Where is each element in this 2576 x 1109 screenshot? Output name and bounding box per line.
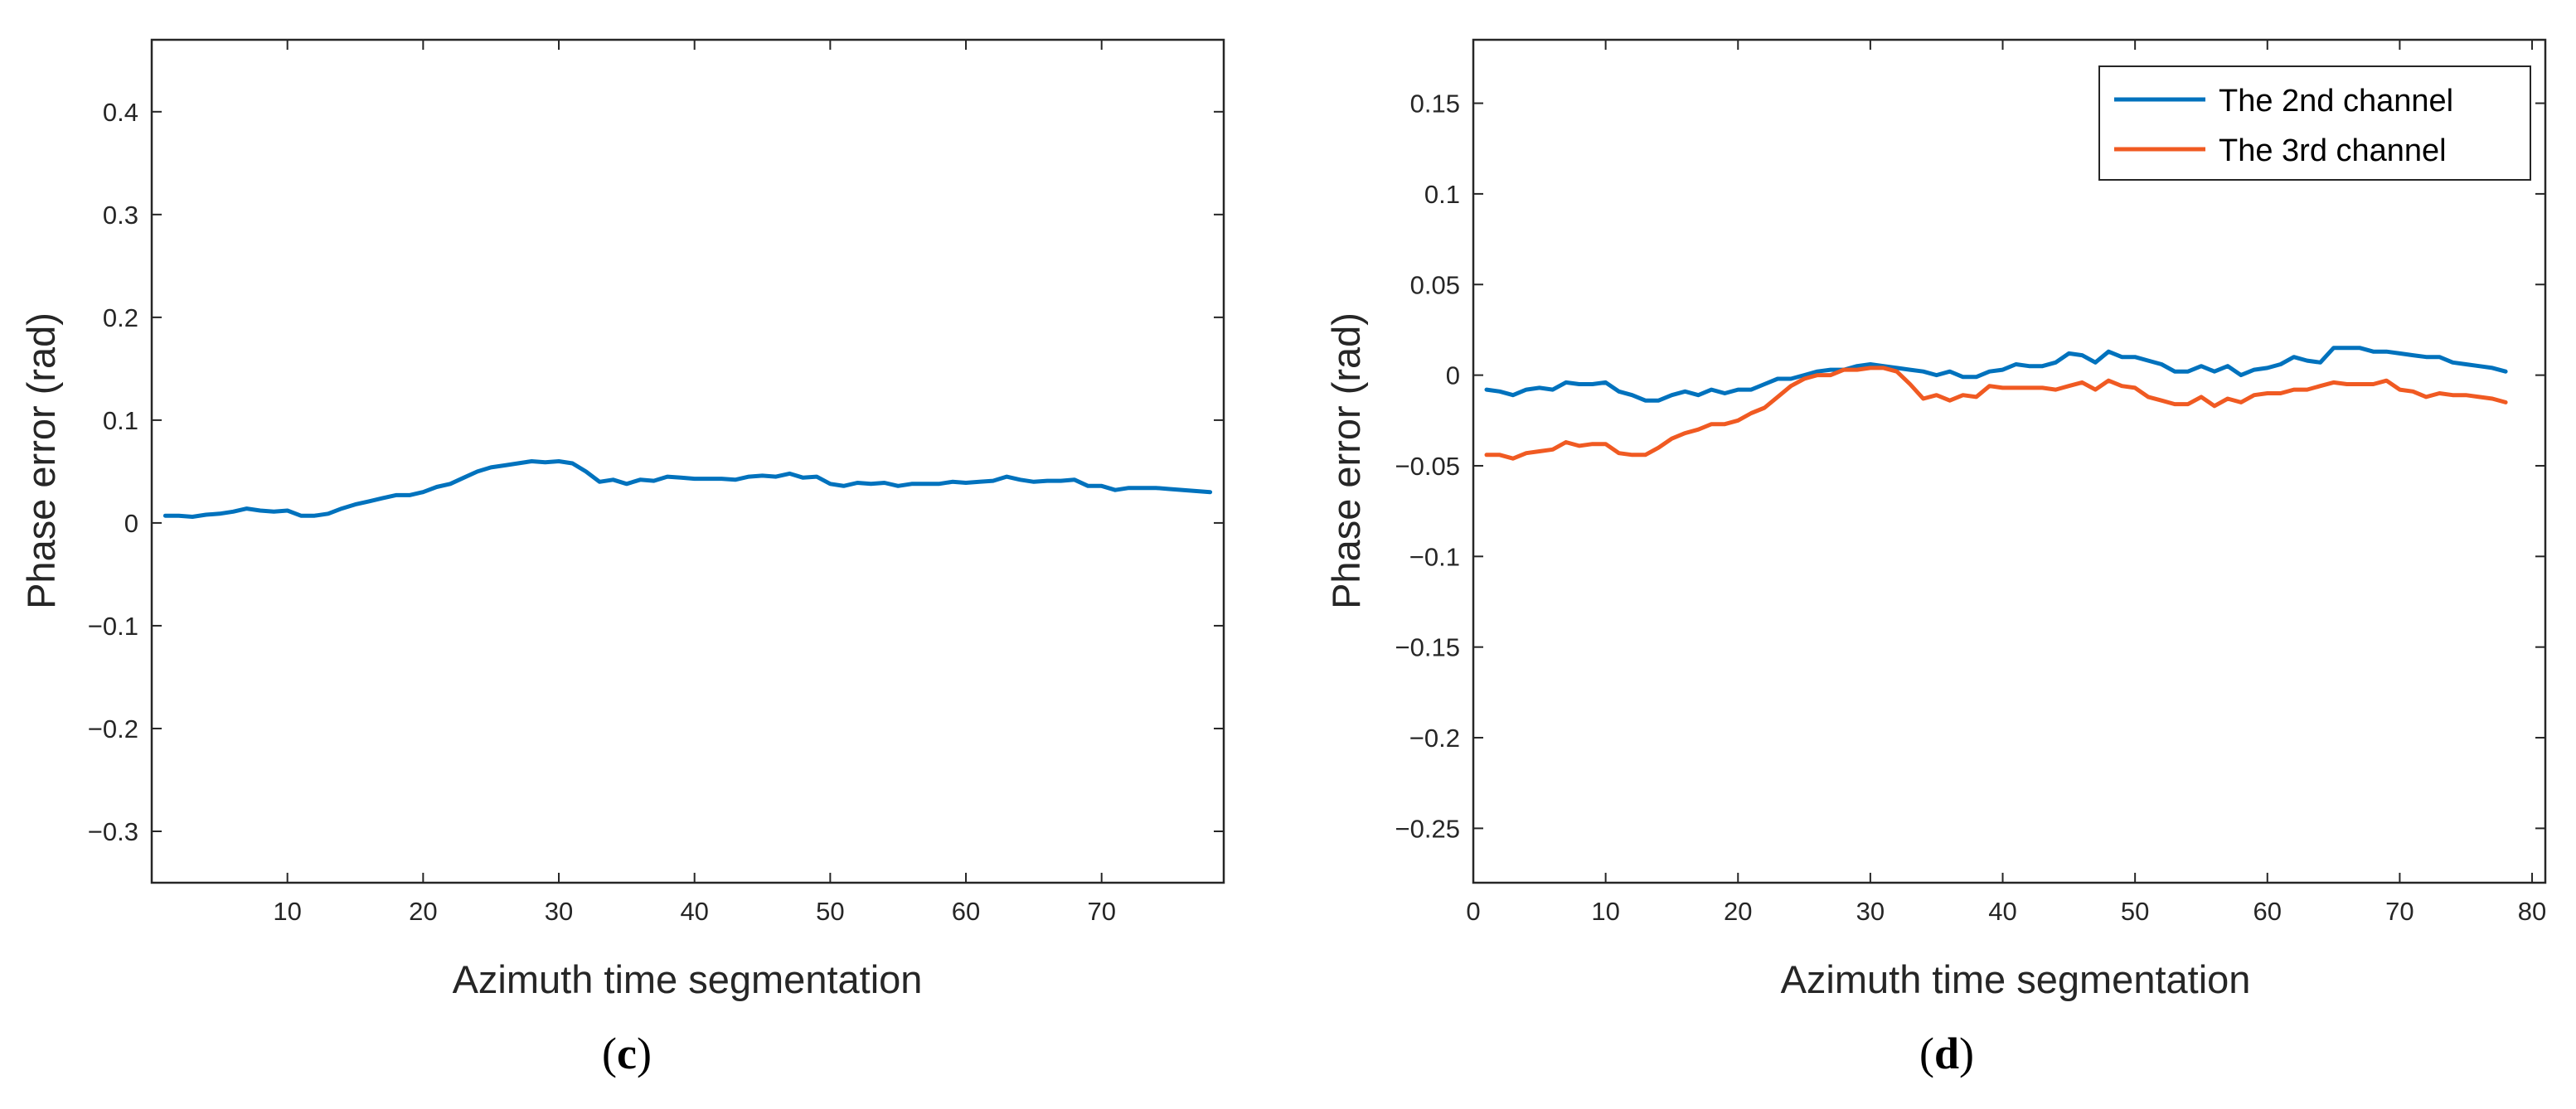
chart-c-y-tick-label: −0.3: [88, 817, 138, 846]
chart-c-x-tick-label: 40: [680, 897, 708, 926]
chart-c-series-line-0: [163, 459, 1213, 519]
chart-c-lines: [163, 459, 1213, 519]
chart-c-y-tick-label: 0.1: [103, 406, 138, 435]
chart-d-x-tick-label: 80: [2518, 897, 2546, 926]
chart-d-x-tick-label: 40: [1988, 897, 2016, 926]
chart-d-series-line-1: [1484, 366, 2508, 461]
chart-c-y-tick-label: 0.3: [103, 201, 138, 230]
chart-d-y-tick-label: −0.1: [1409, 542, 1460, 571]
chart-d-y-axis-title: Phase error (rad): [1324, 312, 1368, 609]
chart-d-x-axis-title: Azimuth time segmentation: [1781, 957, 2251, 1001]
chart-d-legend: The 2nd channel The 3rd channel: [2098, 65, 2531, 181]
chart-d-y-tick-label: −0.25: [1395, 814, 1460, 843]
chart-d-x-tick-label: 70: [2385, 897, 2413, 926]
chart-d-x-tick-label: 50: [2121, 897, 2149, 926]
chart-c-panel-label: (c): [602, 1029, 652, 1078]
chart-d-x-tick-label: 60: [2253, 897, 2282, 926]
chart-c-y-tick-label: 0.4: [103, 98, 138, 127]
chart-c-y-tick-label: −0.1: [88, 612, 138, 641]
chart-c-y-tick-label: 0: [124, 509, 138, 538]
chart-d-lines: [1484, 346, 2508, 461]
chart-c-x-tick-label: 60: [952, 897, 980, 926]
chart-c-x-axis-title: Azimuth time segmentation: [453, 957, 923, 1001]
chart-d-panel-label: (d): [1919, 1029, 1974, 1078]
chart-d: 0 10 20 30 40 50 60 70 80 −0.25 −0.2 −0.15 −0.1 −0.05…: [1324, 38, 2546, 1078]
chart-d-y-tick-label: −0.2: [1409, 724, 1460, 753]
chart-d-legend-box: [2098, 65, 2531, 181]
chart-c-x-tick-label: 10: [273, 897, 301, 926]
chart-c-y-tick-label: 0.2: [103, 303, 138, 332]
chart-d-y-tick-label: 0: [1446, 361, 1460, 390]
chart-c-x-tick-label: 50: [816, 897, 844, 926]
chart-c-x-tick-label: 70: [1087, 897, 1115, 926]
chart-d-x-tick-label: 10: [1591, 897, 1619, 926]
chart-d-y-tick-label: −0.05: [1395, 452, 1460, 481]
chart-d-panel-letter: d: [1934, 1029, 1959, 1078]
chart-c-plot-area: [150, 38, 1225, 884]
chart-c: 10 20 30 40 50 60 70−0.3−0.2−0.100.10.20.30.4 …: [19, 38, 1225, 1078]
chart-d-y-tick-label: 0.05: [1410, 270, 1460, 299]
chart-c-y-axis-title: Phase error (rad): [19, 312, 63, 609]
chart-c-ticks: 10 20 30 40 50 60 70 −0.3 −0.2 −0.1 0 0.1 0.2 0.3 0.4: [88, 40, 1224, 926]
chart-d-y-tick-label: 0.15: [1410, 90, 1460, 119]
chart-d-y-tick-label: 0.1: [1424, 180, 1460, 209]
chart-d-x-tick-label: 20: [1724, 897, 1752, 926]
chart-d-ticks: 0 10 20 30 40 50 60 70 80 −0.25 −0.2 −0.15 −0.1 −0.05…: [1395, 40, 2546, 926]
chart-d-x-tick-label: 0: [1466, 897, 1480, 926]
chart-d-x-tick-label: 30: [1856, 897, 1885, 926]
chart-c-panel-letter: c: [617, 1029, 637, 1078]
chart-d-legend-label-1: The 3rd channel: [2219, 133, 2447, 168]
chart-d-series-line-0: [1484, 346, 2508, 403]
chart-c-x-tick-label: 20: [409, 897, 437, 926]
chart-c-y-tick-label: −0.2: [88, 714, 138, 743]
chart-d-y-tick-label: −0.15: [1395, 633, 1460, 662]
chart-c-x-tick-label: 30: [545, 897, 573, 926]
chart-d-legend-label-0: The 2nd channel: [2219, 84, 2453, 119]
